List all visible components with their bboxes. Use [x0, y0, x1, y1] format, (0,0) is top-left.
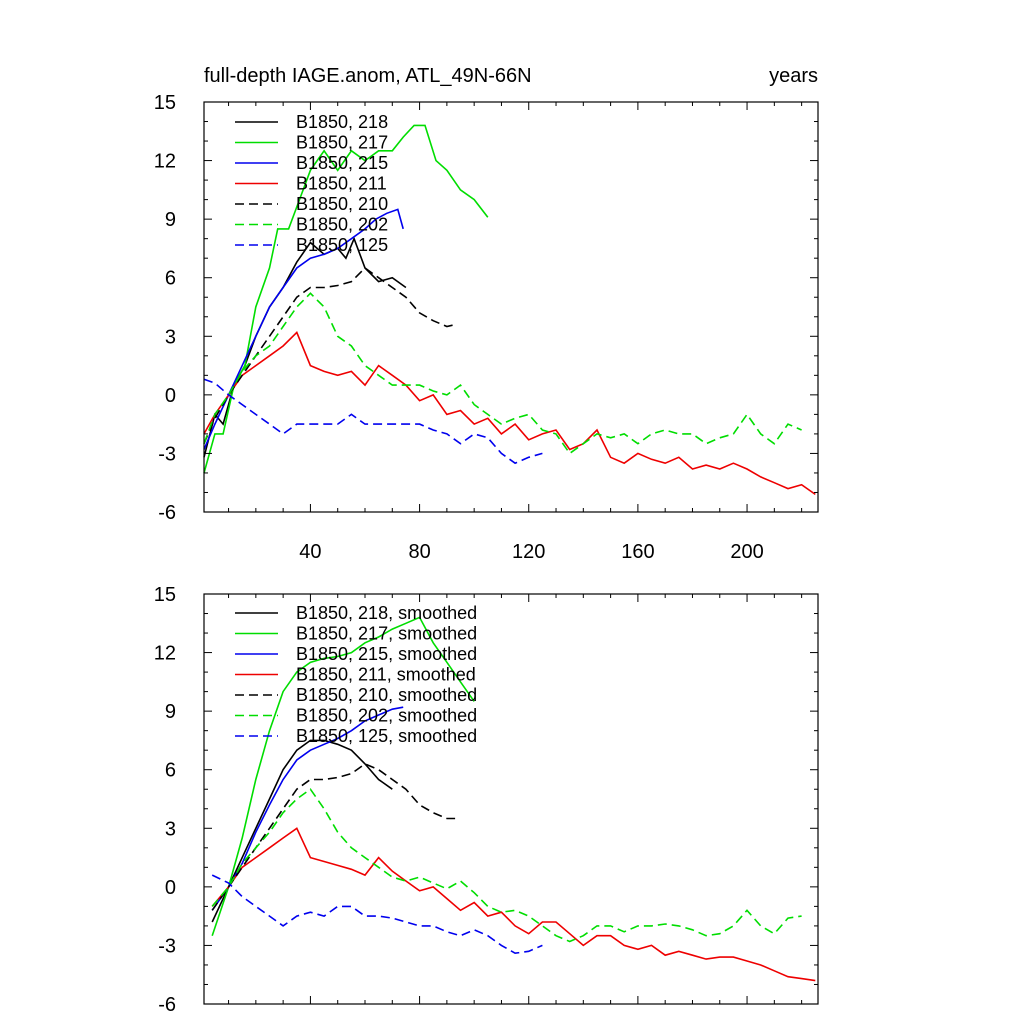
- y-tick-label: 15: [154, 92, 176, 114]
- legend-label: B1850, 202: [296, 215, 388, 235]
- units-label: years: [769, 65, 818, 87]
- legend-label: B1850, 125, smoothed: [296, 726, 477, 746]
- y-tick-label: 0: [165, 877, 176, 899]
- x-tick-label: 120: [512, 541, 545, 563]
- legend-label: B1850, 125: [296, 235, 388, 255]
- series-line-3: [211, 706, 404, 911]
- y-tick-label: -6: [158, 502, 176, 524]
- series-line-2: [211, 616, 475, 936]
- series-line-1: [211, 739, 393, 923]
- series-line-4: [211, 827, 816, 982]
- y-tick-label: 12: [154, 151, 176, 173]
- x-tick-label: 200: [730, 541, 763, 563]
- plot-frame: [203, 593, 819, 1005]
- y-tick-label: 6: [165, 268, 176, 290]
- series-line-7: [211, 874, 543, 955]
- y-tick-label: 0: [165, 385, 176, 407]
- series-line-4: [203, 330, 816, 496]
- legend-label: B1850, 215, smoothed: [296, 644, 477, 664]
- series-line-5: [211, 762, 456, 911]
- legend-label: B1850, 218: [296, 112, 388, 132]
- x-tick-label: 40: [299, 541, 321, 563]
- y-tick-label: 15: [154, 584, 176, 606]
- chart-title: full-depth IAGE.anom, ATL_49N-66N: [204, 65, 532, 87]
- plot-frame: [203, 101, 819, 513]
- legend-label: B1850, 217: [296, 133, 388, 153]
- top-panel: full-depth IAGE.anom, ATL_49N-66N years …: [154, 65, 819, 563]
- legend-label: B1850, 211: [296, 174, 387, 194]
- legend-label: B1850, 210: [296, 194, 388, 214]
- series-line-5: [203, 266, 456, 445]
- y-tick-label: -3: [158, 443, 176, 465]
- x-tick-label: 80: [408, 541, 430, 563]
- y-tick-label: -3: [158, 935, 176, 957]
- y-tick-label: 3: [165, 326, 176, 348]
- series-line-3: [203, 208, 404, 450]
- y-tick-label: 6: [165, 760, 176, 782]
- y-tick-label: 12: [154, 643, 176, 665]
- series-line-6: [211, 788, 802, 943]
- legend-label: B1850, 202, smoothed: [296, 706, 477, 726]
- legend-label: B1850, 215: [296, 153, 388, 173]
- series-line-6: [203, 292, 802, 455]
- y-tick-label: -6: [158, 994, 176, 1016]
- series-line-7: [203, 378, 543, 465]
- legend-label: B1850, 218, smoothed: [296, 603, 477, 623]
- legend-label: B1850, 210, smoothed: [296, 685, 477, 705]
- series-line-2: [203, 124, 489, 474]
- x-tick-label: 160: [621, 541, 654, 563]
- y-tick-label: 3: [165, 818, 176, 840]
- legend-label: B1850, 217, smoothed: [296, 624, 477, 644]
- y-tick-label: 9: [165, 209, 176, 231]
- legend-label: B1850, 211, smoothed: [296, 665, 476, 685]
- y-tick-label: 9: [165, 701, 176, 723]
